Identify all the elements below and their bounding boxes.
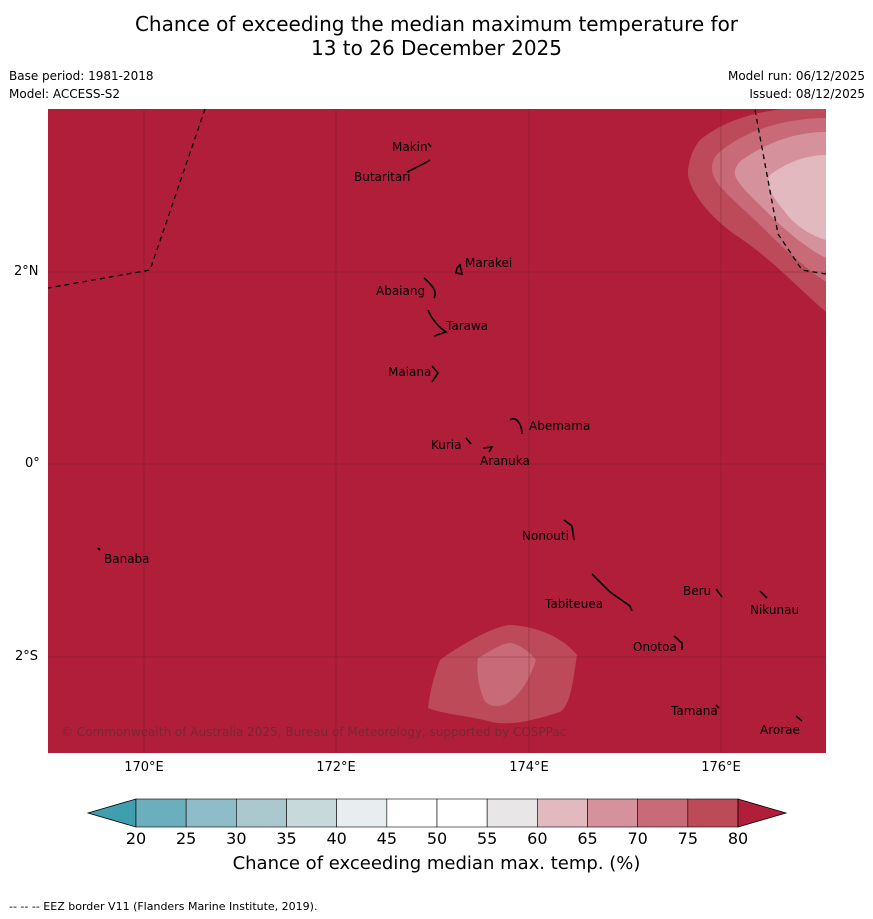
island-banaba [97,547,101,551]
graticule [48,109,826,753]
lat-label-2n: 2°N [14,264,39,279]
colorbar-segment [336,798,388,828]
island-aranuka [482,446,494,453]
colorbar-tick-label: 65 [577,829,598,848]
colorbar-segment [486,798,538,828]
colorbar-tick-label: 60 [527,829,548,848]
colorbar-segment [236,798,287,828]
colorbar-tick-label: 40 [326,829,347,848]
label-kuria: Kuria [431,438,462,452]
island-kuria [465,437,472,445]
colorbar-high-arrow [737,798,788,828]
eez-border [48,109,826,289]
colorbar-segment [587,798,638,828]
footer-note: -- -- -- EEZ border V11 (Flanders Marine… [9,900,318,913]
island-tarawa [427,309,448,337]
label-butaritari: Butaritari [354,170,411,184]
colorbar-segment [537,798,588,828]
base-period: Base period: 1981-2018 [9,69,154,83]
colorbar-tick-label: 30 [226,829,247,848]
copyright-notice: © Commonwealth of Australia 2025, Bureau… [61,725,566,739]
colorbar-tick-label: 70 [627,829,648,848]
label-tabiteuea: Tabiteuea [544,597,603,611]
island-beru [715,588,723,598]
label-abaiang: Abaiang [376,284,425,298]
colorbar-segment [687,798,739,828]
label-arorae: Arorae [760,723,800,737]
model-name: Model: ACCESS-S2 [9,87,121,101]
colorbar-segment [135,798,187,828]
colorbar-segment [286,798,337,828]
label-tamana: Tamana [670,704,718,718]
meta-left: Base period: 1981-2018 Model: ACCESS-S2 [9,67,154,103]
island-butaritari [406,159,431,173]
colorbar-tick-label: 50 [426,829,448,848]
contour-60-top-right [768,155,826,240]
label-abemama: Abemama [529,419,590,433]
colorbar-tick-label: 35 [276,829,297,848]
contour-70-bottom [477,642,536,707]
island-tamana [715,704,720,709]
colorbar-tick-label: 75 [677,829,698,848]
island-arorae [795,715,803,722]
label-aranuka: Aranuka [480,454,530,468]
island-onotoa [673,635,683,650]
colorbar-tick-label: 55 [476,829,498,848]
island-nikunau [759,590,768,599]
lon-label-174e: 174°E [509,760,549,775]
colorbar-tick-label: 25 [175,829,197,848]
colorbar-title: Chance of exceeding median max. temp. (%… [232,853,641,874]
lat-label-0: 0° [25,456,40,471]
island-makin [427,142,432,148]
colorbar-segment [185,798,237,828]
map-background [48,109,826,753]
colorbar-tick-label: 80 [727,829,749,848]
colorbar-segment [637,798,689,828]
island-tabiteuea [591,573,633,612]
model-run: Model run: 06/12/2025 [727,69,865,83]
island-maiana [431,365,440,383]
meta-right: Model run: 06/12/2025 Issued: 08/12/2025 [728,67,865,103]
title-line-1: Chance of exceeding the median maximum t… [134,12,739,36]
colorbar-segment [436,798,488,828]
island-abemama [509,417,523,435]
island-labels: Makin Butaritari Marakei Abaiang Tarawa … [104,140,800,737]
chart-title: Chance of exceeding the median maximum t… [0,12,873,60]
lon-label-172e: 172°E [316,760,356,775]
label-tarawa: Tarawa [445,319,488,333]
label-banaba: Banaba [104,552,150,566]
island-marakei [455,263,464,275]
label-maiana: Maiana [388,365,431,379]
label-marakei: Marakei [465,256,512,270]
label-nonouti: Nonouti [522,529,569,543]
label-onotoa: Onotoa [633,640,677,654]
colorbar-tick-label: 45 [376,829,397,848]
issued-date: Issued: 08/12/2025 [749,87,865,101]
lon-label-170e: 170°E [124,760,164,775]
label-beru: Beru [683,584,711,598]
colorbar-tick-label: 20 [125,829,147,848]
colorbar-low-arrow [86,798,137,828]
title-line-2: 13 to 26 December 2025 [310,36,562,60]
label-nikunau: Nikunau [750,603,799,617]
label-makin: Makin [392,140,428,154]
lon-label-176e: 176°E [701,760,741,775]
island-abaiang [423,277,437,299]
island-nonouti [563,519,575,541]
colorbar [86,798,788,828]
map-area: Makin Butaritari Marakei Abaiang Tarawa … [48,109,826,753]
colorbar-segment [386,798,438,828]
lat-label-2s: 2°S [15,649,39,664]
islands [97,142,803,722]
